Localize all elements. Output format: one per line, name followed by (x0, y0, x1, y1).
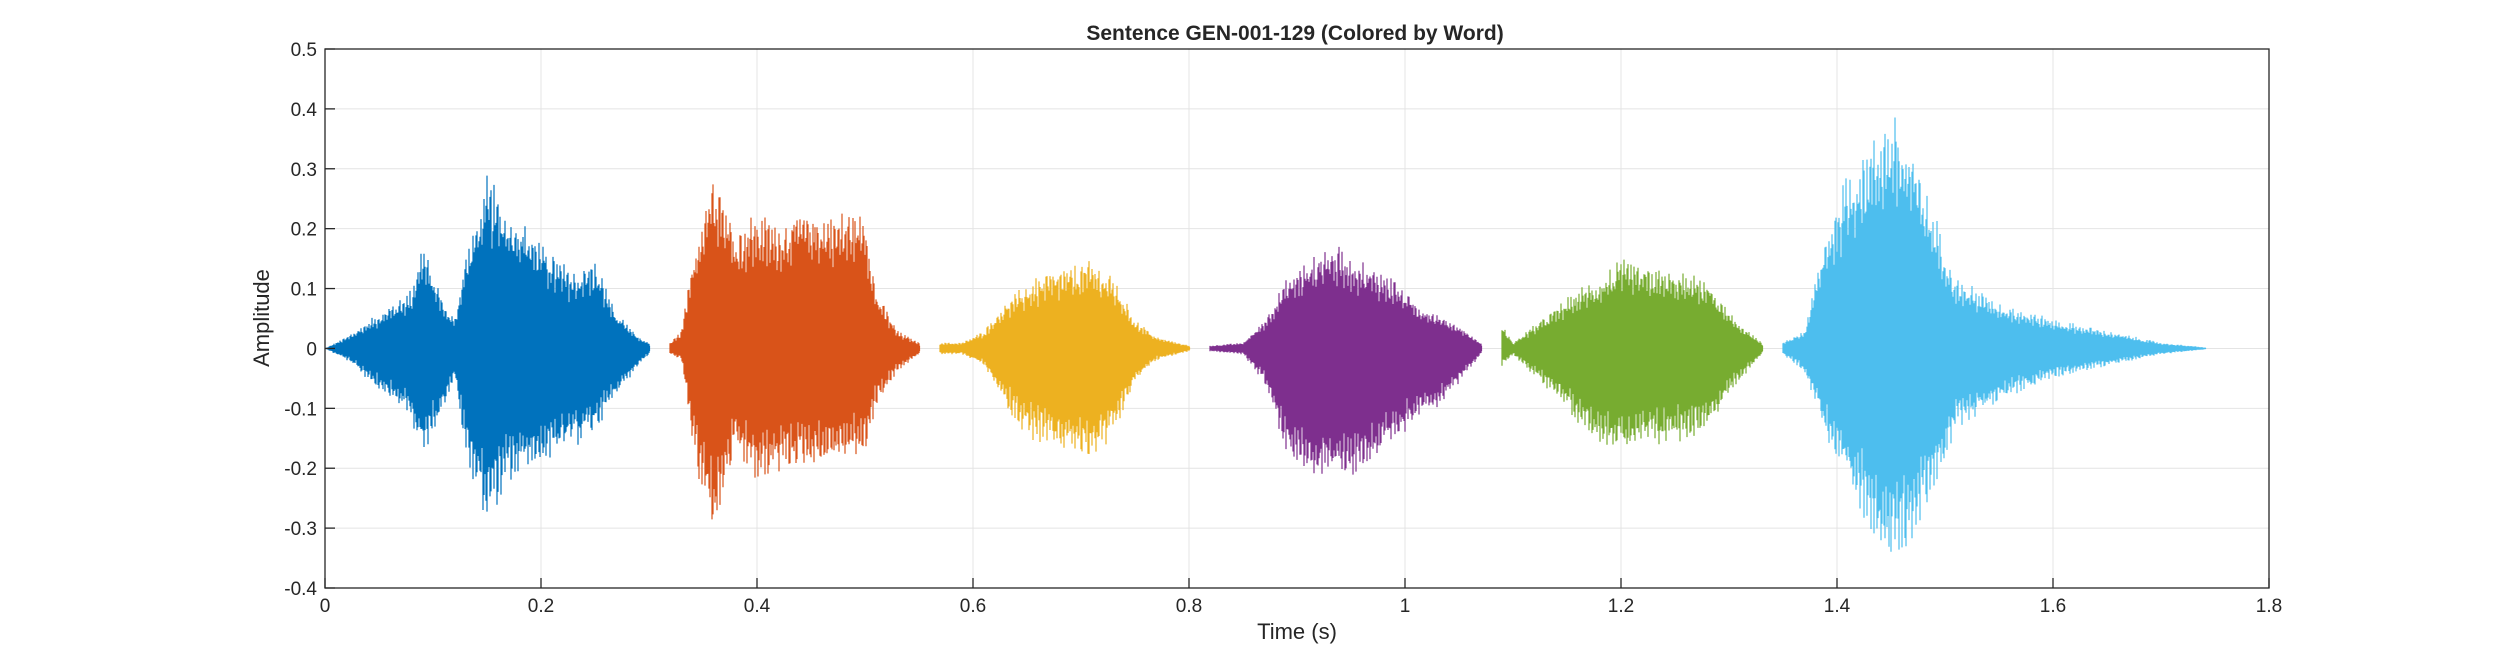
plot-area-border (324, 48, 2270, 589)
word-waveform-1 (325, 175, 651, 512)
x-tick-label: 1.4 (1824, 596, 1851, 617)
y-tick-label: 0.5 (291, 40, 317, 61)
word-waveform-4 (1209, 246, 1483, 475)
x-tick-label: 0 (320, 596, 331, 617)
y-tick-label: 0.4 (291, 100, 318, 121)
y-tick-label: -0.1 (284, 399, 317, 420)
waveform-series (325, 117, 2207, 552)
word-waveform-5 (1501, 259, 1764, 445)
axis-ticks: 0 0.2 0.4 0.6 0.8 1 1.2 1.4 1.6 1.8 -0.4 -0.3 -0.2 -0… (284, 40, 2282, 617)
y-tick-label: -0.4 (284, 579, 317, 600)
x-tick-label: 0.6 (960, 596, 986, 617)
x-tick-label: 0.2 (528, 596, 554, 617)
x-axis-label: Time (s) (1257, 619, 1337, 644)
x-tick-label: 0.4 (744, 596, 771, 617)
x-tick-label: 1.6 (2040, 596, 2066, 617)
y-tick-label: 0.1 (291, 280, 317, 301)
y-tick-label: -0.3 (284, 519, 317, 540)
x-tick-label: 1 (1400, 596, 1411, 617)
x-tick-label: 1.2 (1608, 596, 1634, 617)
x-tick-label: 0.8 (1176, 596, 1202, 617)
word-waveform-2 (669, 184, 921, 520)
y-tick-label: 0 (306, 339, 317, 360)
y-tick-label: -0.2 (284, 459, 317, 480)
chart-title: Sentence GEN-001-129 (Colored by Word) (1086, 22, 1503, 45)
word-waveform-6 (1782, 117, 2207, 552)
y-axis-label: Amplitude (249, 269, 274, 367)
y-tick-label: 0.2 (291, 220, 317, 241)
y-tick-label: 0.3 (291, 160, 317, 181)
word-waveform-3 (939, 261, 1191, 454)
x-tick-label: 1.8 (2256, 596, 2282, 617)
